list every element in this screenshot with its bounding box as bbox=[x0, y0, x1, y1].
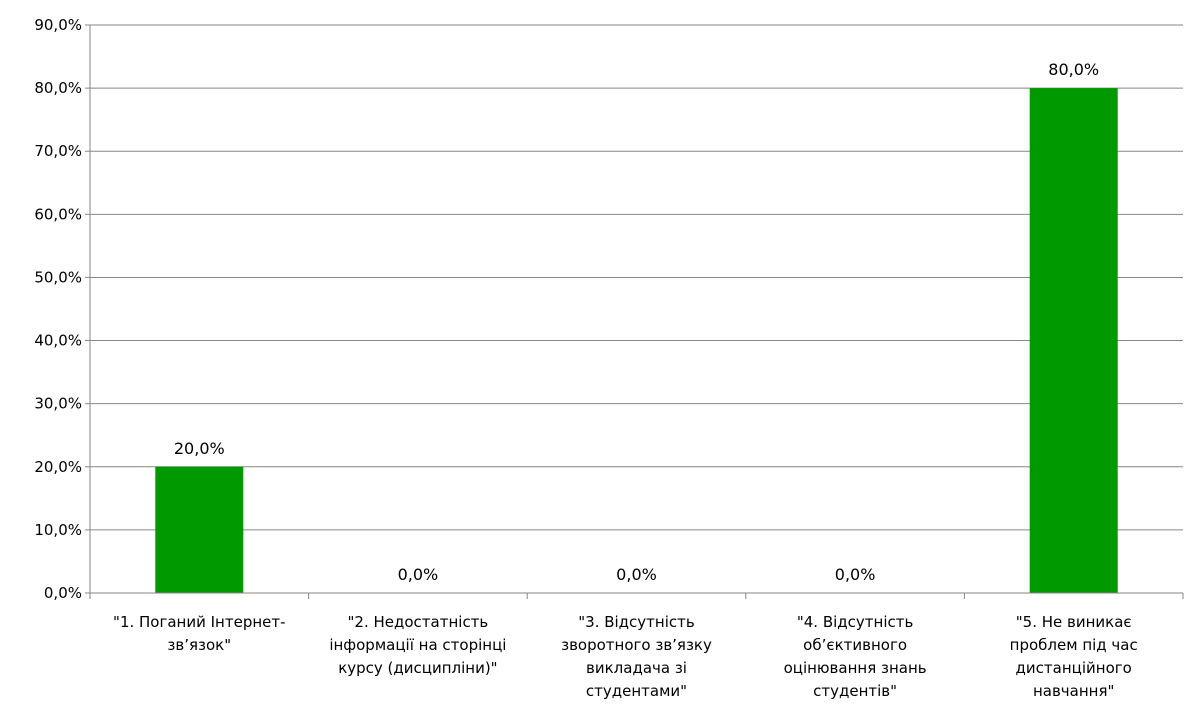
axes bbox=[85, 24, 1184, 599]
bar bbox=[155, 466, 244, 593]
category-label-line: проблем під час bbox=[1010, 636, 1138, 654]
x-axis-category-label: "5. Не виникає проблем під час дистанційно… bbox=[1010, 613, 1138, 700]
category-label-line: студентами" bbox=[586, 682, 687, 700]
data-label: 0,0% bbox=[616, 565, 657, 584]
category-label-line: зворотного зв’язку bbox=[561, 636, 712, 654]
y-axis-tick-label: 60,0% bbox=[34, 205, 82, 223]
y-axis-tick-label: 20,0% bbox=[34, 458, 82, 476]
category-label-line: "3. Відсутність bbox=[578, 613, 694, 631]
y-axis-tick-label: 10,0% bbox=[34, 521, 82, 539]
gridlines bbox=[90, 24, 1183, 531]
category-label-line: навчання" bbox=[1033, 682, 1114, 700]
y-axis-tick-label: 40,0% bbox=[34, 332, 82, 350]
category-label-line: оцінювання знань bbox=[784, 659, 927, 677]
x-axis-category-label: "1. Поганий Інтернет-зв’язок" bbox=[113, 613, 286, 654]
category-label-line: "4. Відсутність bbox=[797, 613, 913, 631]
data-label: 0,0% bbox=[398, 565, 439, 584]
category-label-line: "5. Не виникає bbox=[1016, 613, 1132, 631]
y-axis-tick-labels: 0,0% 10,0% 20,0% 30,0% 40,0% 50,0% 60,0% 70,0% 8… bbox=[34, 16, 82, 602]
y-axis-tick-label: 0,0% bbox=[44, 584, 82, 602]
y-axis-tick-label: 90,0% bbox=[34, 16, 82, 34]
category-label-line: викладача зі bbox=[586, 659, 687, 677]
bar bbox=[1029, 88, 1118, 593]
category-label-line: "1. Поганий Інтернет- bbox=[113, 613, 286, 631]
x-axis-category-label: "4. Відсутність об’єктивного оцінювання зн… bbox=[784, 613, 927, 700]
data-label: 20,0% bbox=[174, 439, 225, 458]
y-axis-tick-label: 50,0% bbox=[34, 268, 82, 286]
bars bbox=[155, 88, 1118, 593]
category-label-line: об’єктивного bbox=[803, 636, 907, 654]
category-label-line: курсу (дисципліни)" bbox=[338, 659, 497, 677]
y-axis-tick-label: 30,0% bbox=[34, 395, 82, 413]
y-axis-tick-label: 80,0% bbox=[34, 79, 82, 97]
y-axis-tick-label: 70,0% bbox=[34, 142, 82, 160]
category-label-line: зв’язок" bbox=[167, 636, 231, 654]
category-label-line: "2. Недостатність bbox=[348, 613, 489, 631]
x-axis-category-label: "2. Недостатність інформації на сторінці к… bbox=[329, 613, 506, 677]
category-label-line: студентів" bbox=[813, 682, 897, 700]
category-label-line: інформації на сторінці bbox=[329, 636, 506, 654]
data-label: 0,0% bbox=[835, 565, 876, 584]
x-axis-category-labels: "1. Поганий Інтернет-зв’язок" "2. Недоста… bbox=[113, 613, 1138, 700]
x-axis-category-label: "3. Відсутність зворотного зв’язку виклада… bbox=[561, 613, 712, 700]
data-label: 80,0% bbox=[1048, 60, 1099, 79]
data-labels: 20,0% 0,0% 0,0% 0,0% 80,0% bbox=[174, 60, 1099, 584]
category-label-line: дистанційного bbox=[1016, 659, 1132, 677]
